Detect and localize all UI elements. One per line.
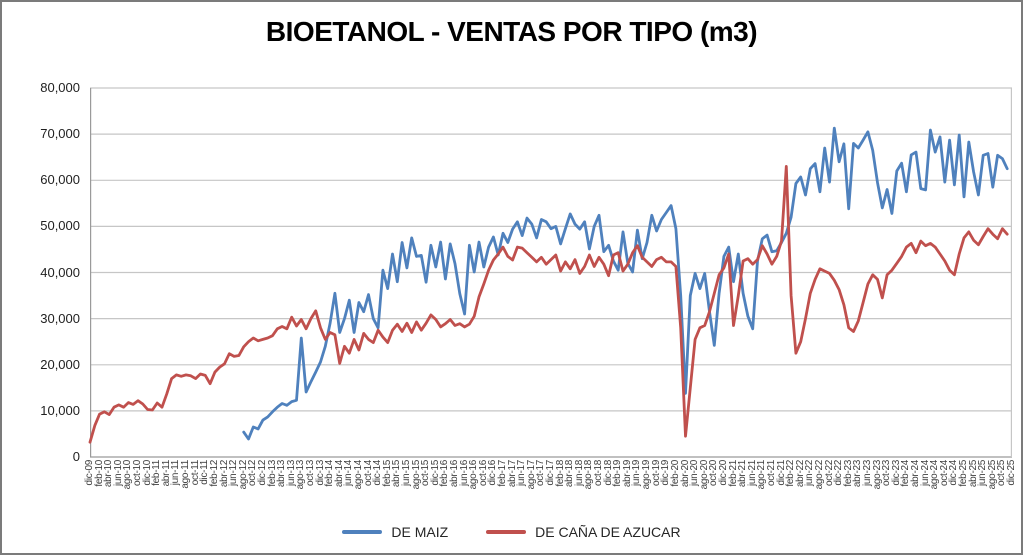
legend-item-de-maiz: DE MAIZ (342, 524, 448, 540)
y-tick-label: 10,000 (40, 402, 80, 418)
y-tick-label: 0 (72, 449, 80, 464)
y-tick-label: 50,000 (40, 218, 80, 234)
y-tick-label: 80,000 (40, 80, 80, 95)
y-tick-label: 40,000 (40, 264, 80, 280)
legend-label-cana: DE CAÑA DE AZUCAR (535, 524, 681, 540)
y-tick-label: 20,000 (40, 356, 80, 372)
y-tick-label: 30,000 (40, 310, 80, 326)
legend-item-de-cana: DE CAÑA DE AZUCAR (486, 524, 681, 540)
plot-area (88, 87, 1013, 458)
legend-label-maiz: DE MAIZ (391, 524, 449, 540)
y-tick-label: 60,000 (40, 172, 80, 188)
legend-line-sample-maiz (342, 529, 383, 535)
legend-line-sample-cana (486, 529, 527, 535)
chart-title: BIOETANOL - VENTAS POR TIPO (m3) (265, 16, 758, 47)
x-tick-label: dic-25 (1006, 460, 1017, 486)
legend: DE MAIZ DE CAÑA DE AZUCAR (2, 524, 1021, 540)
y-tick-label: 70,000 (40, 126, 80, 142)
